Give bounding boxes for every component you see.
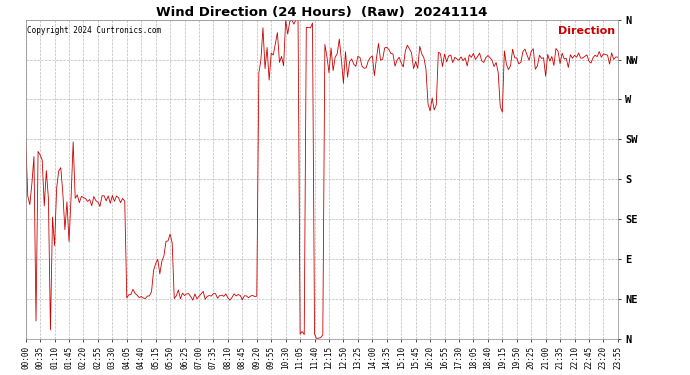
Title: Wind Direction (24 Hours)  (Raw)  20241114: Wind Direction (24 Hours) (Raw) 20241114: [156, 6, 487, 18]
Text: Direction: Direction: [558, 26, 615, 36]
Text: Copyright 2024 Curtronics.com: Copyright 2024 Curtronics.com: [27, 26, 161, 35]
